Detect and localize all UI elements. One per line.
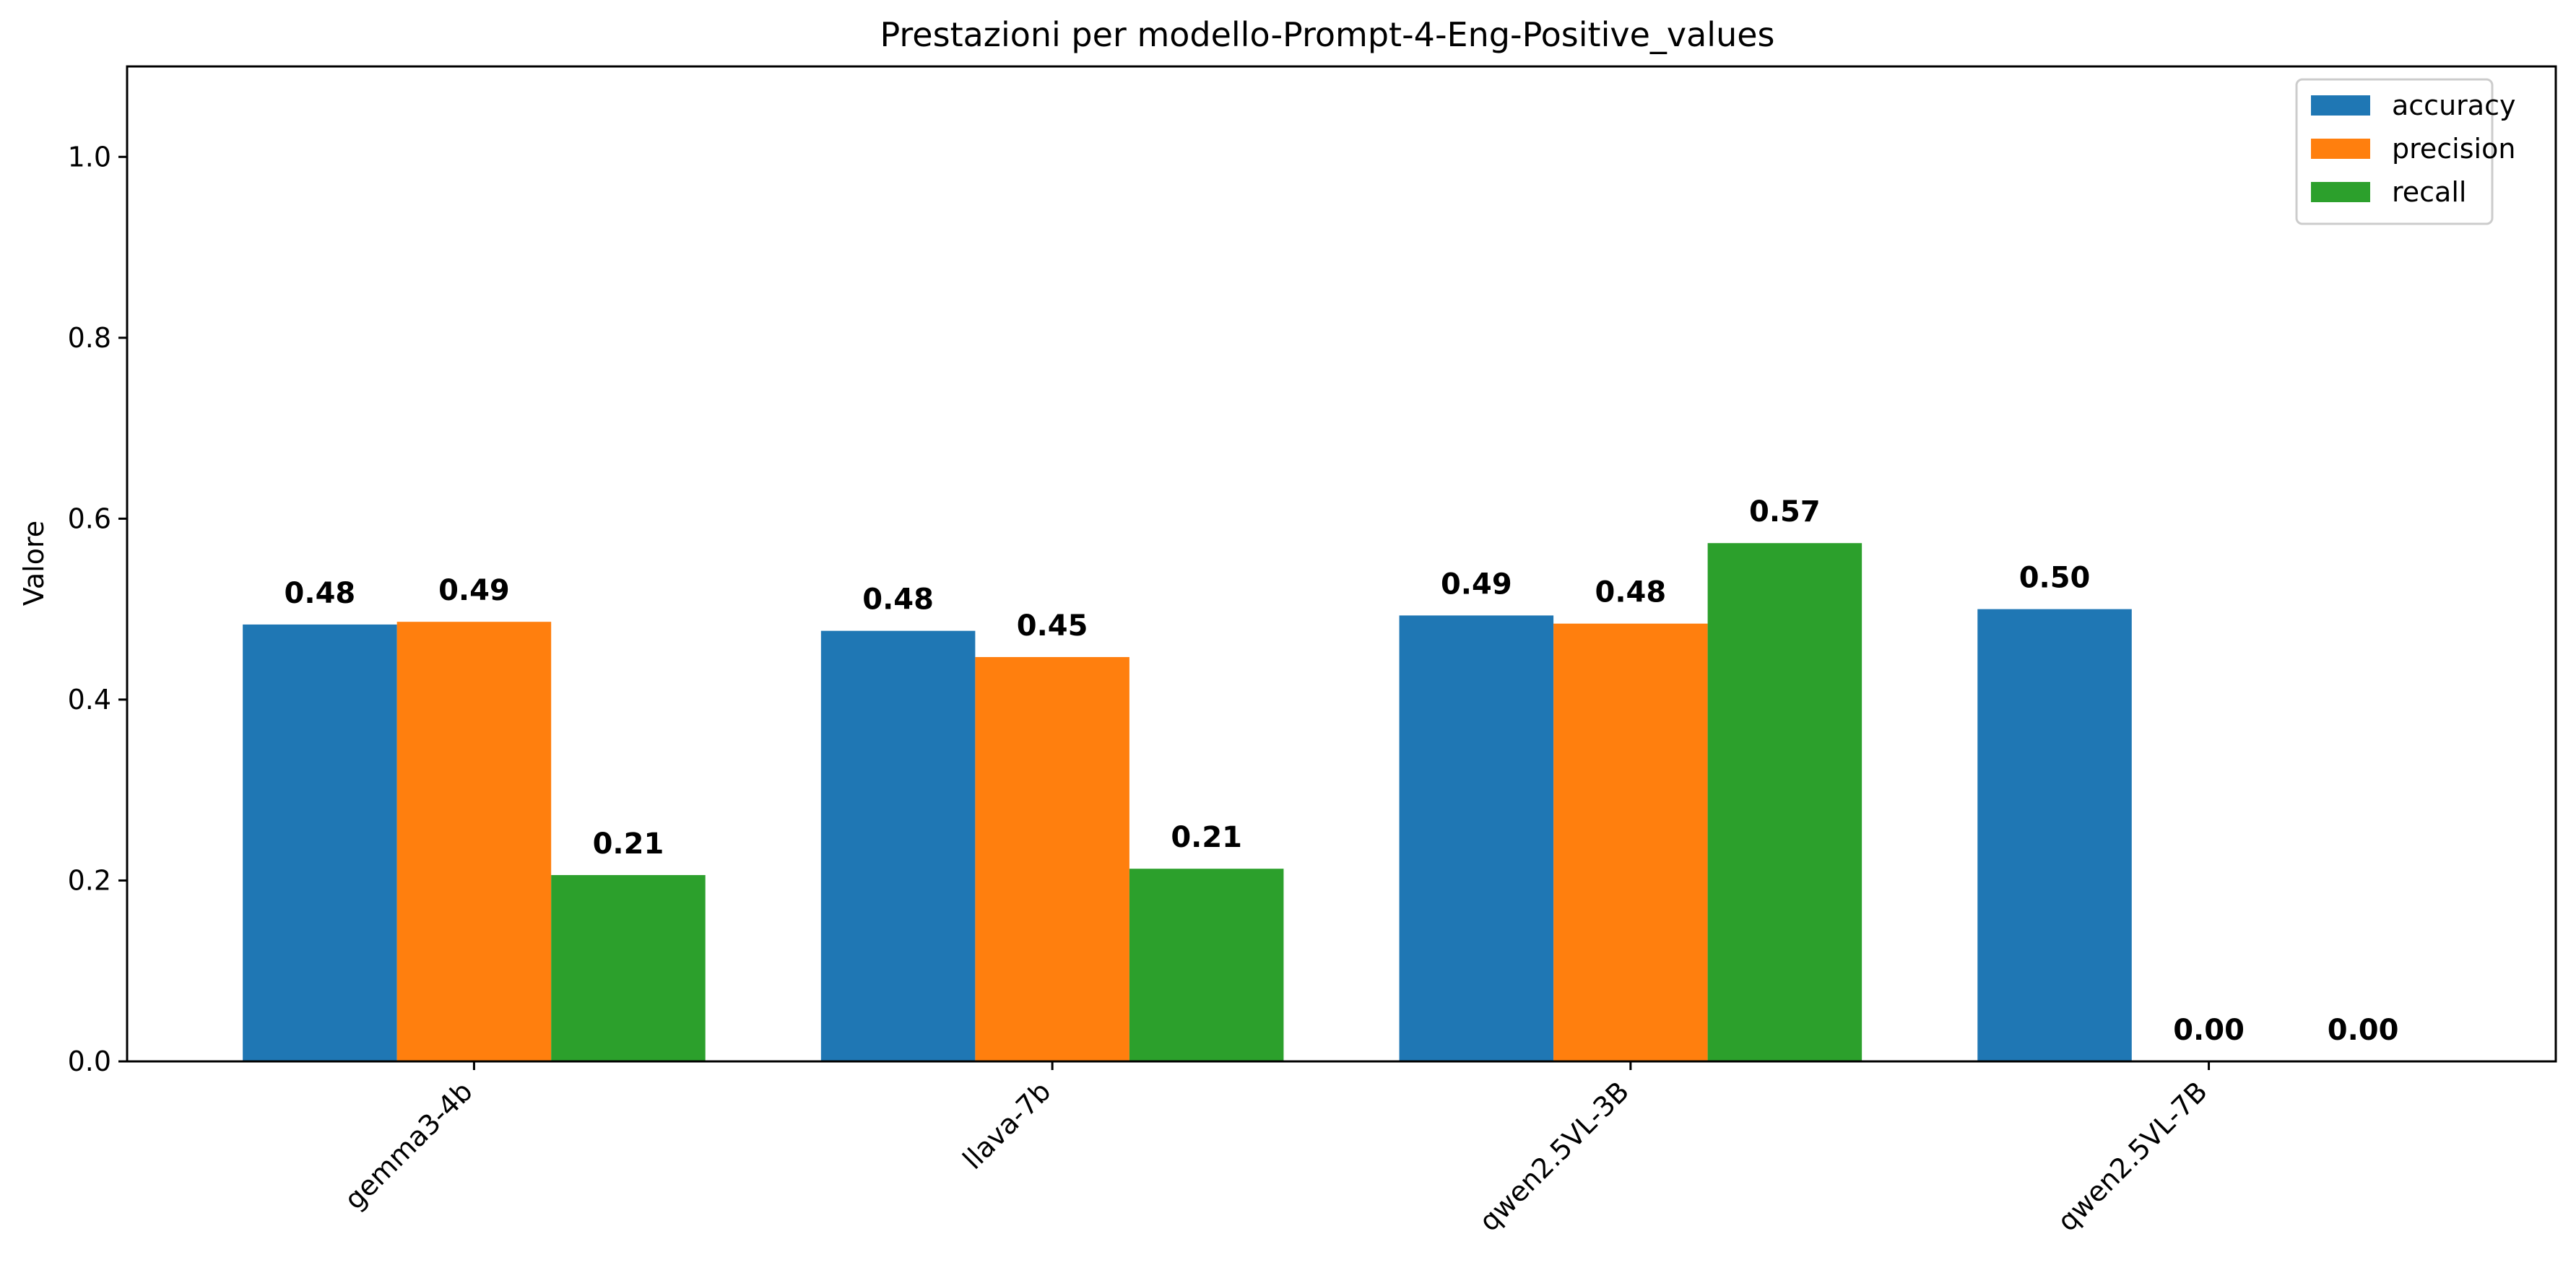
data-label-recall-llava-7b: 0.21	[1171, 821, 1242, 854]
bar-precision-qwen2.5VL-3B	[1553, 623, 1708, 1061]
bar-recall-llava-7b	[1129, 869, 1284, 1061]
y-tick-label: 0.4	[68, 684, 111, 716]
legend-label-precision: precision	[2392, 133, 2515, 165]
y-tick-label: 1.0	[68, 141, 111, 173]
data-label-precision-qwen2.5VL-3B: 0.48	[1595, 576, 1667, 609]
y-axis-ticks: 0.0 0.2 0.4 0.6 0.8 1.0	[68, 141, 127, 1077]
bars	[243, 543, 2132, 1061]
legend-swatch-accuracy	[2311, 95, 2370, 116]
bar-precision-gemma3-4b	[396, 622, 552, 1061]
x-tick-label-qwen2.5VL-7B: qwen2.5VL-7B	[2051, 1075, 2213, 1238]
data-label-precision-qwen2.5VL-7B: 0.00	[2173, 1014, 2245, 1047]
data-label-accuracy-llava-7b: 0.48	[862, 583, 934, 617]
plot-frame	[126, 65, 2557, 1063]
x-tick-label-gemma3-4b: gemma3-4b	[338, 1075, 478, 1215]
legend-label-recall: recall	[2392, 176, 2466, 208]
data-label-recall-qwen2.5VL-7B: 0.00	[2328, 1014, 2399, 1047]
bar-accuracy-gemma3-4b	[243, 624, 397, 1061]
y-tick-label: 0.8	[68, 322, 111, 354]
legend-label-accuracy: accuracy	[2392, 90, 2515, 121]
y-tick-label: 0.6	[68, 503, 111, 534]
bar-accuracy-llava-7b	[820, 630, 976, 1061]
data-label-recall-gemma3-4b: 0.21	[593, 827, 664, 861]
bar-accuracy-qwen2.5VL-3B	[1399, 615, 1554, 1061]
data-label-precision-llava-7b: 0.45	[1017, 609, 1088, 643]
data-label-accuracy-qwen2.5VL-3B: 0.49	[1441, 568, 1512, 601]
bar-precision-llava-7b	[975, 657, 1129, 1061]
data-label-precision-gemma3-4b: 0.49	[438, 574, 510, 607]
data-label-accuracy-qwen2.5VL-7B: 0.50	[2019, 562, 2091, 595]
data-label-recall-qwen2.5VL-3B: 0.57	[1749, 495, 1821, 529]
x-tick-label-llava-7b: llava-7b	[957, 1075, 1057, 1175]
chart-title: Prestazioni per modello-Prompt-4-Eng-Pos…	[880, 15, 1774, 54]
x-axis-ticks: gemma3-4b llava-7b qwen2.5VL-3B qwen2.5VL-7…	[338, 1061, 2213, 1238]
data-label-accuracy-gemma3-4b: 0.48	[285, 577, 356, 610]
y-axis-label: Valore	[18, 521, 50, 606]
data-labels: 0.48 0.48 0.49 0.50 0.49 0.45 0.48 0.00 0.21 0.21…	[285, 495, 2399, 1047]
legend-swatch-precision	[2311, 139, 2370, 159]
x-tick-label-qwen2.5VL-3B: qwen2.5VL-3B	[1473, 1075, 1636, 1238]
legend: accuracy precision recall	[2295, 78, 2515, 225]
bar-recall-qwen2.5VL-3B	[1707, 543, 1862, 1061]
y-tick-label: 0.2	[68, 864, 111, 896]
bar-accuracy-qwen2.5VL-7B	[1977, 609, 2132, 1061]
bar-recall-gemma3-4b	[551, 874, 706, 1061]
legend-swatch-recall	[2311, 182, 2370, 202]
y-tick-label: 0.0	[68, 1046, 111, 1077]
